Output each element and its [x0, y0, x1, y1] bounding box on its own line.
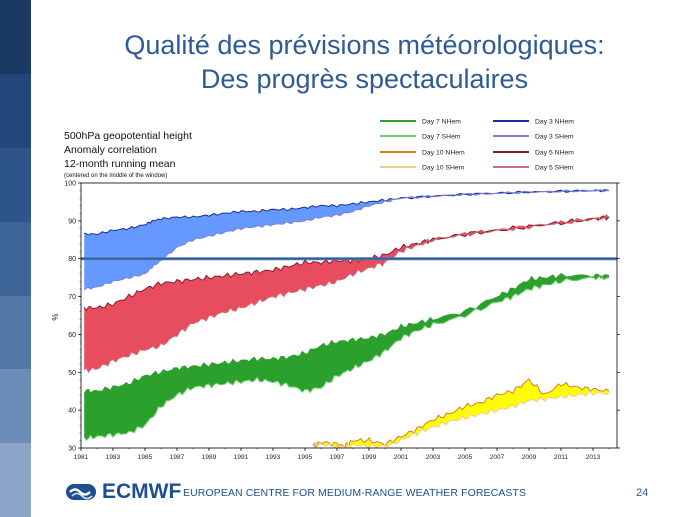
- x-tick-label: 2005: [458, 454, 473, 461]
- plot-frame: [80, 182, 618, 449]
- series-day-7-shem: [83, 274, 610, 442]
- series-day-3-shem: [83, 189, 609, 291]
- logo-text: ECMWF: [102, 480, 182, 503]
- x-tick-label: 1999: [362, 454, 377, 461]
- legend-label: Day 10 NHem: [422, 150, 465, 157]
- x-tick-label: 2001: [394, 454, 409, 461]
- legend-label: Day 10 SHem: [422, 165, 465, 172]
- x-tick-label: 1991: [234, 454, 249, 461]
- legend-label: Day 5 NHem: [535, 150, 574, 157]
- band-day-10: [313, 379, 609, 448]
- chart-annotation-line: Anomaly correlation: [64, 144, 157, 156]
- ecmwf-logo: ECMWF: [66, 480, 181, 504]
- x-tick-label: 1981: [74, 454, 89, 461]
- legend-label: Day 3 NHem: [535, 119, 574, 126]
- x-tick-label: 1987: [170, 454, 185, 461]
- logo-subtitle: EUROPEAN CENTRE FOR MEDIUM-RANGE WEATHER…: [183, 487, 527, 499]
- band-day-3: [84, 189, 609, 291]
- chart-annotation-line: (centered on the middle of the window): [64, 173, 167, 179]
- sidebar-stripe: [0, 295, 31, 370]
- y-tick-label: 40: [68, 408, 76, 415]
- y-tick-label: 30: [68, 446, 76, 453]
- x-tick-label: 1989: [202, 454, 217, 461]
- series-day-7-nhem: [83, 272, 610, 394]
- sidebar-stripe: [0, 147, 31, 222]
- x-tick-label: 1997: [330, 454, 345, 461]
- series-day-3-nhem: [84, 189, 610, 236]
- sidebar-stripe: [0, 0, 31, 74]
- plot-bands: [83, 189, 610, 448]
- y-axis-label: %: [51, 313, 60, 320]
- sidebar-stripe: [0, 443, 31, 517]
- x-tick-label: 1993: [266, 454, 281, 461]
- legend-label: Day 7 SHem: [422, 134, 461, 141]
- y-tick-label: 100: [64, 181, 76, 188]
- x-tick-label: 2003: [426, 454, 441, 461]
- y-tick-label: 50: [68, 370, 76, 377]
- ecmwf-logo-icon: [66, 484, 96, 500]
- legend-label: Day 3 SHem: [535, 134, 574, 141]
- sidebar-stripe: [0, 221, 31, 296]
- anomaly-correlation-chart: 30 40 50 60 70 80 90 100 1981 1983 1985 1987 1989 199…: [51, 119, 620, 461]
- band-day-7: [84, 273, 609, 441]
- page-number: 24: [636, 487, 649, 499]
- y-tick-label: 60: [68, 332, 76, 339]
- x-tick-label: 1995: [298, 454, 313, 461]
- series-day-10-shem: [312, 390, 610, 448]
- title-line-2: Des progrès spectaculaires: [200, 64, 529, 94]
- sidebar-stripe: [0, 369, 31, 444]
- title-line-1: Qualité des prévisions météorologiques:: [124, 30, 605, 60]
- x-tick-label: 2007: [490, 454, 505, 461]
- x-tick-label: 2013: [586, 454, 601, 461]
- band-day-5: [84, 214, 609, 373]
- legend-label: Day 5 SHem: [535, 165, 574, 172]
- y-tick-label: 90: [68, 218, 76, 225]
- sidebar-stripe: [0, 73, 31, 148]
- series-day-5-shem: [83, 214, 610, 373]
- slide-title: Qualité des prévisions météorologiques: …: [40, 28, 689, 96]
- x-tick-label: 2009: [522, 454, 537, 461]
- decorative-sidebar: [0, 0, 31, 517]
- chart-annotation-line: 12-month running mean: [64, 158, 176, 170]
- x-tick-label: 2011: [554, 454, 568, 461]
- y-tick-label: 80: [68, 256, 76, 263]
- legend-label: Day 7 NHem: [422, 119, 461, 126]
- chart-annotation-line: 500hPa geopotential height: [64, 130, 192, 142]
- x-tick-label: 1985: [138, 454, 153, 461]
- y-tick-label: 70: [68, 294, 76, 301]
- x-tick-label: 1983: [106, 454, 121, 461]
